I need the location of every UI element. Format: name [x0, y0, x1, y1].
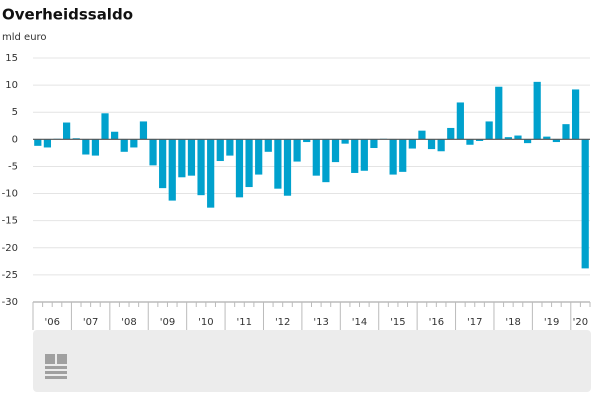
logo	[45, 354, 67, 379]
y-tick-label: 10	[5, 80, 18, 91]
x-tick-label: '13	[313, 317, 328, 328]
bar	[418, 130, 426, 140]
x-tick-label: '10	[198, 317, 213, 328]
bar	[120, 139, 128, 152]
bar	[312, 139, 320, 176]
y-tick-label: -15	[2, 216, 18, 227]
y-tick-label: -10	[2, 189, 18, 200]
bar	[235, 139, 244, 198]
x-tick-label: '18	[505, 317, 520, 328]
bar	[514, 135, 522, 140]
chart-title: Overheidssaldo	[2, 6, 133, 24]
bar	[111, 131, 119, 140]
y-tick-label: -20	[2, 243, 18, 254]
bar	[101, 113, 109, 140]
y-tick-label: 5	[12, 107, 18, 118]
bar	[168, 139, 176, 201]
x-tick-label: '08	[121, 317, 136, 328]
bar	[427, 139, 436, 150]
bar	[360, 139, 368, 171]
bar	[351, 139, 359, 173]
bar	[130, 139, 138, 148]
bar	[322, 139, 330, 183]
x-tick-label: '12	[275, 317, 290, 328]
bar	[303, 139, 311, 143]
bar	[552, 139, 560, 143]
bar	[495, 86, 503, 140]
bar	[34, 139, 42, 146]
bar	[187, 139, 196, 176]
bar	[437, 139, 445, 152]
bar	[226, 139, 234, 156]
y-tick-label: -30	[2, 297, 18, 308]
bar	[331, 139, 340, 163]
x-tick-label: '16	[429, 317, 444, 328]
bar	[283, 139, 292, 196]
x-tick-label: '07	[83, 317, 98, 328]
y-tick-label: -25	[2, 270, 18, 281]
bar	[571, 89, 580, 140]
bar	[43, 139, 52, 148]
y-axis-label: mld euro	[2, 32, 47, 43]
bar	[245, 139, 253, 188]
x-tick-label: '19	[544, 317, 559, 328]
bar	[293, 139, 301, 162]
x-tick-label: '17	[467, 317, 482, 328]
bar	[341, 139, 349, 144]
bar	[389, 139, 397, 175]
y-tick-label: -5	[8, 161, 18, 172]
x-tick-label: '11	[237, 317, 252, 328]
bar	[149, 139, 157, 166]
bar	[178, 139, 186, 178]
x-tick-label: '15	[390, 317, 405, 328]
bar	[399, 139, 407, 172]
x-tick-label: '20	[573, 317, 588, 328]
y-tick-label: 0	[12, 134, 18, 145]
bar	[504, 137, 512, 140]
bar	[523, 139, 532, 144]
bar	[543, 136, 551, 140]
bar	[82, 139, 90, 155]
bar	[562, 124, 570, 140]
bar	[581, 139, 589, 269]
footer-panel	[33, 330, 591, 392]
bar	[255, 139, 263, 175]
bar	[63, 122, 71, 140]
x-tick-label: '14	[352, 317, 367, 328]
bar	[456, 102, 464, 140]
x-tick-label: '09	[160, 317, 175, 328]
x-tick-label: '06	[44, 317, 59, 328]
y-tick-label: 15	[5, 53, 18, 64]
bar	[159, 139, 167, 189]
bar	[207, 139, 215, 208]
bar	[216, 139, 224, 162]
bar	[475, 139, 484, 141]
bar	[485, 121, 493, 140]
bar	[197, 139, 205, 196]
bar	[370, 139, 378, 149]
bar	[466, 139, 474, 145]
bar	[264, 139, 272, 152]
bar	[91, 139, 100, 156]
bar	[139, 121, 148, 140]
bar	[533, 81, 541, 140]
bar	[274, 139, 282, 189]
bar	[447, 127, 455, 140]
bar	[408, 139, 416, 149]
